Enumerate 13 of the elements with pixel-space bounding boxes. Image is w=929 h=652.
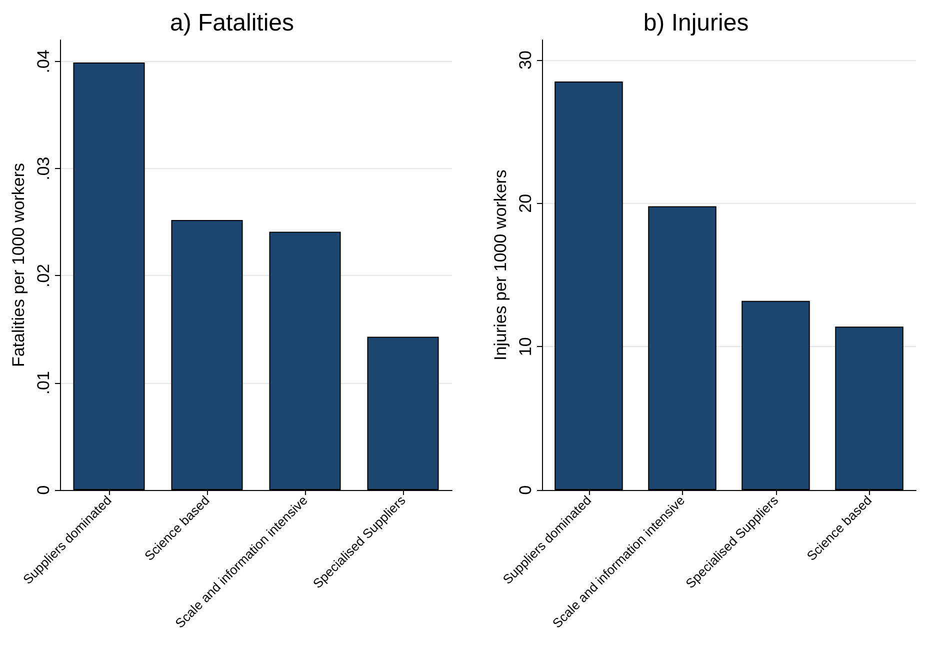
y-tick-label: 10 [516, 337, 535, 356]
y-tick-label: 0 [516, 485, 535, 495]
chart-title: b) Injuries [643, 10, 749, 36]
y-tick-label: 0 [34, 485, 53, 495]
chart-title: a) Fatalities [170, 10, 294, 36]
y-tick-label: .02 [34, 264, 53, 288]
y-tick-label: .01 [34, 371, 53, 395]
y-tick-label: 20 [516, 194, 535, 213]
y-tick-label: .04 [34, 50, 53, 74]
y-tick-label: 30 [516, 50, 535, 70]
y-axis-title: Fatalities per 1000 workers [9, 162, 28, 368]
y-axis-title: Injuries per 1000 workers [491, 170, 510, 360]
y-tick-label: .03 [34, 156, 53, 180]
